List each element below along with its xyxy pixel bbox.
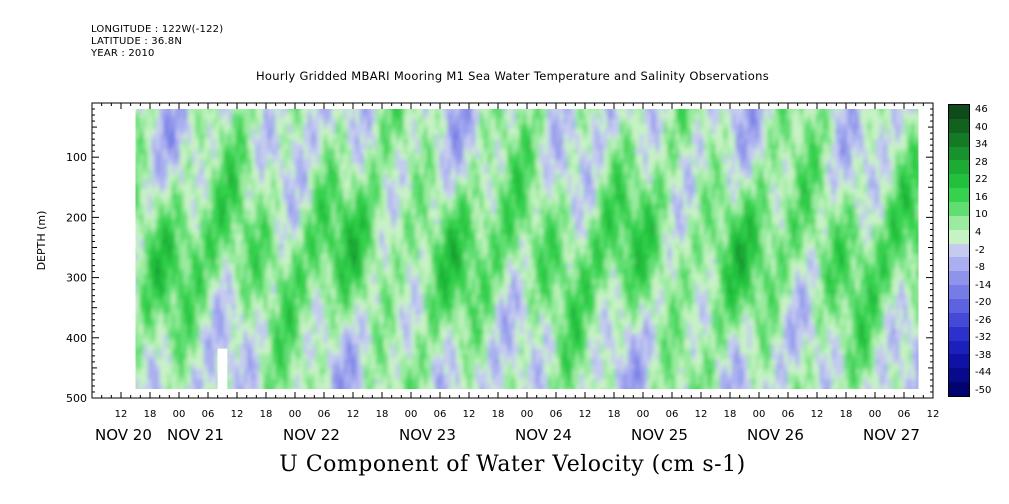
colorbar-label: -50 (975, 385, 992, 396)
x-hour-label: 12 (579, 409, 592, 420)
colorbar-swatch (949, 118, 969, 133)
colorbar-label: -38 (975, 349, 992, 361)
colorbar-swatch (949, 354, 969, 369)
colorbar-swatch (949, 271, 969, 286)
year-label: YEAR : 2010 (91, 48, 155, 59)
x-hour-label: 00 (753, 409, 766, 420)
x-hour-label: 18 (144, 409, 157, 420)
colorbar-swatch (949, 105, 969, 119)
y-tick-label: 100 (66, 151, 87, 164)
x-hour-label: 00 (289, 409, 302, 420)
latitude-label: LATITUDE : 36.8N (91, 36, 183, 47)
colorbar-swatch (949, 340, 969, 355)
x-hour-label: 18 (492, 409, 505, 420)
colorbar-swatch (949, 243, 969, 258)
x-hour-label: 12 (695, 409, 708, 420)
colorbar-label: -32 (975, 332, 992, 344)
x-hour-label: 18 (840, 409, 853, 420)
x-hour-label: 00 (637, 409, 650, 420)
colorbar-swatch (949, 215, 969, 230)
plot-frame (91, 102, 934, 399)
y-tick-label: 400 (66, 332, 87, 345)
x-hour-label: 06 (782, 409, 795, 420)
colorbar-swatch (949, 326, 969, 341)
x-hour-label: 00 (521, 409, 534, 420)
x-day-label: NOV 20 (95, 426, 152, 444)
x-hour-label: 12 (115, 409, 128, 420)
y-tick-label: 300 (66, 272, 87, 285)
x-hour-label: 18 (376, 409, 389, 420)
x-hour-label: 00 (405, 409, 418, 420)
x-hour-label: 12 (347, 409, 360, 420)
x-hour-label: 12 (811, 409, 824, 420)
x-day-label: NOV 25 (631, 426, 688, 444)
colorbar-label: -26 (975, 314, 992, 326)
x-day-label: NOV 22 (283, 426, 340, 444)
colorbar (948, 104, 970, 397)
chart-title: Hourly Gridded MBARI Mooring M1 Sea Wate… (255, 69, 770, 83)
data-gap (217, 348, 228, 389)
x-hour-label: 06 (550, 409, 563, 420)
velocity-field (135, 109, 919, 389)
colorbar-label: 22 (975, 174, 988, 186)
colorbar-label: -8 (975, 262, 985, 274)
y-tick-label: 500 (66, 392, 87, 405)
x-hour-label: 12 (463, 409, 476, 420)
colorbar-label: -44 (975, 367, 992, 379)
colorbar-swatch (949, 285, 969, 300)
x-day-label: NOV 23 (399, 426, 456, 444)
colorbar-swatch (949, 188, 969, 203)
colorbar-swatch (949, 257, 969, 272)
longitude-label: LONGITUDE : 122W(-122) (91, 24, 224, 35)
colorbar-swatch (949, 312, 969, 327)
x-hour-label: 12 (927, 409, 940, 420)
colorbar-swatch (949, 174, 969, 189)
colorbar-label: -14 (975, 279, 992, 291)
x-hour-label: 18 (260, 409, 273, 420)
x-hour-label: 06 (434, 409, 447, 420)
x-day-label: NOV 24 (515, 426, 572, 444)
colorbar-label: 28 (975, 156, 988, 168)
x-hour-label: 12 (231, 409, 244, 420)
colorbar-label: 40 (975, 121, 988, 133)
x-hour-label: 06 (666, 409, 679, 420)
colorbar-swatch (949, 146, 969, 161)
colorbar-label: 4 (975, 226, 982, 238)
x-axis: 12 18 00 06 12 18 00 06 12 18 00 06 12 18 00 06 12 18 00 06… (91, 103, 940, 444)
colorbar-label: 34 (975, 139, 988, 151)
x-hour-label: 00 (173, 409, 186, 420)
colorbar-label: -20 (975, 297, 992, 309)
colorbar-swatch (949, 299, 969, 313)
colorbar-swatch (949, 160, 969, 175)
x-hour-label: 18 (724, 409, 737, 420)
colorbar-label: 10 (975, 209, 988, 221)
colorbar-label: -2 (975, 244, 985, 256)
colorbar-swatch (949, 229, 969, 244)
x-day-label: NOV 27 (863, 426, 920, 444)
x-day-label: NOV 26 (747, 426, 804, 444)
colorbar-swatch (949, 202, 969, 216)
x-hour-label: 06 (898, 409, 911, 420)
colorbar-labels: 46 40 34 28 22 16 10 4 -2 -8 -14 -20 -26 -32 -38 -44 -50 (975, 104, 1009, 397)
x-hour-label: 06 (202, 409, 215, 420)
y-axis: 100 200 300 400 500 (66, 102, 933, 405)
x-axis-title: U Component of Water Velocity (cm s-1) (279, 452, 746, 477)
x-day-label: NOV 21 (167, 426, 224, 444)
colorbar-label: 46 (975, 104, 988, 115)
y-axis-title: DEPTH (m) (35, 211, 48, 271)
colorbar-swatch (949, 382, 969, 397)
x-hour-label: 00 (869, 409, 882, 420)
colorbar-label: 16 (975, 191, 988, 203)
colorbar-swatch (949, 132, 969, 147)
x-hour-label: 18 (608, 409, 621, 420)
colorbar-swatch (949, 368, 969, 383)
x-hour-label: 06 (318, 409, 331, 420)
y-tick-label: 200 (66, 211, 87, 224)
